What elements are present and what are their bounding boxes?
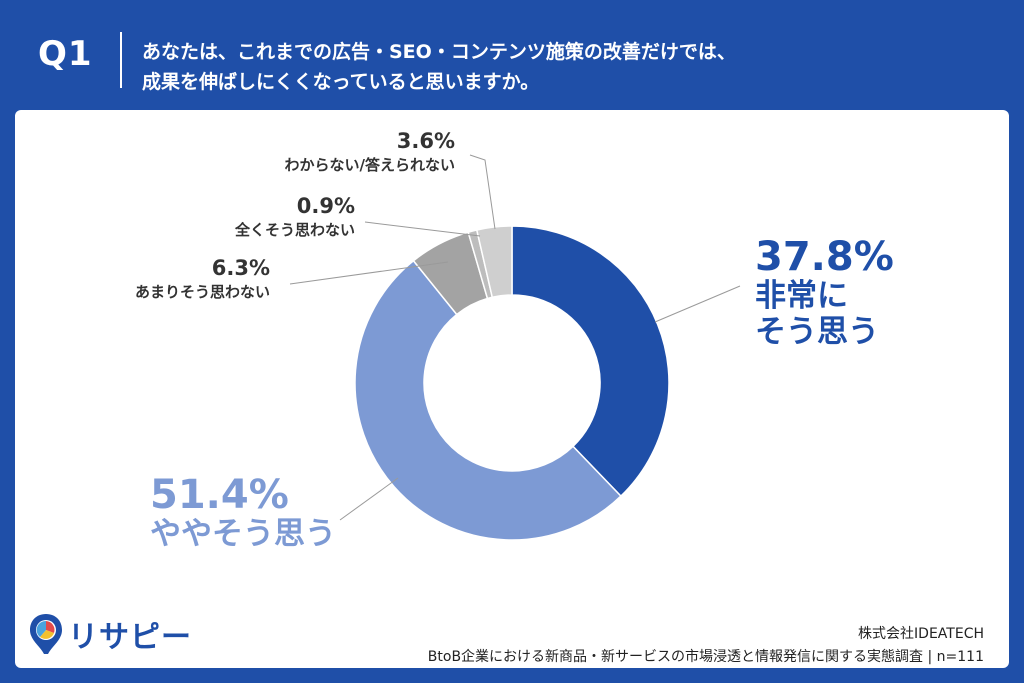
slice-category-label: ややそう思う bbox=[150, 516, 336, 552]
donut-slice bbox=[354, 259, 622, 541]
leader-line bbox=[339, 477, 399, 521]
logo-icon bbox=[30, 614, 62, 654]
chart-panel bbox=[15, 110, 1009, 668]
slice-percent-label: 3.6% bbox=[397, 129, 455, 153]
logo-text: リサピー bbox=[68, 620, 192, 655]
question-text-line1: あなたは、これまでの広告・SEO・コンテンツ施策の改善だけでは、 bbox=[142, 41, 736, 63]
question-text-line2: 成果を伸ばしにくくなっていると思いますか。 bbox=[142, 71, 540, 93]
slice-percent-label: 6.3% bbox=[212, 256, 270, 280]
slice-category-label: 非常に bbox=[755, 278, 848, 314]
slice-category-label: そう思う bbox=[755, 314, 879, 350]
slice-percent-label: 0.9% bbox=[297, 194, 355, 218]
slice-category-label: 全くそう思わない bbox=[234, 221, 355, 239]
donut-slice bbox=[475, 225, 513, 299]
leader-line bbox=[289, 261, 449, 285]
leader-line bbox=[654, 285, 741, 323]
source-survey: BtoB企業における新商品・新サービスの市場浸透と情報発信に関する実態調査 | … bbox=[427, 649, 984, 665]
slice-percent-label: 37.8% bbox=[755, 234, 894, 280]
header-divider bbox=[120, 32, 122, 88]
slice-category-label: あまりそう思わない bbox=[135, 283, 270, 301]
leader-line bbox=[469, 154, 496, 230]
header: Q1 あなたは、これまでの広告・SEO・コンテンツ施策の改善だけでは、 成果を伸… bbox=[0, 0, 1024, 110]
leader-line bbox=[364, 221, 481, 237]
donut-slice bbox=[511, 225, 670, 498]
question-number: Q1 bbox=[38, 34, 93, 74]
slice-category-label: わからない/答えられない bbox=[285, 156, 455, 174]
source-company: 株式会社IDEATECH bbox=[858, 626, 984, 642]
slice-percent-label: 51.4% bbox=[150, 472, 289, 518]
